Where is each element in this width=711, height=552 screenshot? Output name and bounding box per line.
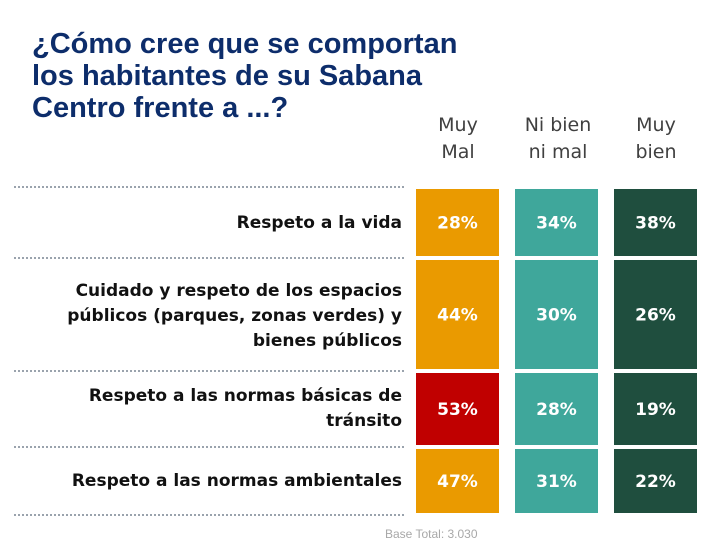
column-header-muy-bien-line-1: Muy [636, 114, 676, 136]
row-label-line: Respeto a las normas básicas de [88, 386, 402, 406]
value-ni-bien-ni-mal-row-3: 28% [536, 400, 577, 420]
title-line-2: los habitantes de su Sabana [32, 60, 422, 92]
value-ni-bien-ni-mal-row-4: 31% [536, 472, 577, 492]
value-muy-mal-row-4: 47% [437, 472, 478, 492]
value-muy-bien-row-4: 22% [635, 472, 676, 492]
column-header-ni-bien-line-1: Ni bien [524, 114, 592, 136]
row-label-normas-transito: Respeto a las normas básicas de tránsito [12, 372, 402, 446]
column-header-ni-bien-ni-mal: Ni bien ni mal [508, 112, 608, 166]
cell-ni-bien-ni-mal-row-2 [515, 260, 598, 369]
value-muy-bien-row-1: 38% [635, 214, 676, 234]
column-header-muy-mal: Muy Mal [408, 112, 508, 166]
divider-bottom [14, 514, 404, 516]
row-label-line: bienes públicos [252, 330, 402, 351]
cell-muy-bien-row-4 [614, 449, 697, 513]
cell-ni-bien-ni-mal-row-1 [515, 189, 598, 256]
column-header-muy-mal-line-2: Mal [441, 141, 475, 163]
column-header-muy-bien: Muy bien [606, 112, 706, 166]
column-header-ni-bien-line-2: ni mal [528, 141, 588, 163]
cell-muy-mal-row-2 [416, 260, 499, 369]
value-muy-bien-row-3: 19% [635, 400, 676, 420]
cell-ni-bien-ni-mal-row-4 [515, 449, 598, 513]
row-label-line: tránsito [326, 411, 402, 431]
page-title: ¿Cómo cree que se comportan los habitant… [32, 28, 592, 124]
value-ni-bien-ni-mal-row-1: 34% [536, 214, 577, 234]
cell-muy-mal-row-4 [416, 449, 499, 513]
cell-ni-bien-ni-mal-row-3 [515, 373, 598, 445]
value-muy-mal-row-1: 28% [437, 214, 478, 234]
row-label-espacios-publicos: Cuidado y respeto de los espacios públic… [12, 260, 402, 372]
base-total-note: Base Total: 3.030 [385, 527, 478, 541]
value-muy-bien-row-2: 26% [635, 306, 676, 326]
cell-muy-bien-row-3 [614, 373, 697, 445]
divider-3 [14, 446, 404, 448]
column-header-muy-bien-line-2: bien [635, 141, 677, 163]
divider-1 [14, 257, 404, 259]
divider-2 [14, 370, 404, 372]
value-ni-bien-ni-mal-row-2: 30% [536, 306, 577, 326]
row-label-line: públicos (parques, zonas verdes) y [67, 305, 402, 326]
title-line-3: Centro frente a ...? [32, 92, 289, 124]
cell-muy-bien-row-1 [614, 189, 697, 256]
row-label-normas-ambientales: Respeto a las normas ambientales [12, 448, 402, 514]
cell-muy-mal-row-3 [416, 373, 499, 445]
value-muy-mal-row-2: 44% [437, 306, 478, 326]
row-label-line: Cuidado y respeto de los espacios [75, 280, 402, 301]
divider-top [14, 186, 404, 188]
row-label-line: Respeto a las normas ambientales [71, 470, 402, 491]
value-muy-mal-row-3: 53% [437, 400, 478, 420]
title-line-1: ¿Cómo cree que se comportan [32, 28, 458, 60]
row-label-line: Respeto a la vida [236, 212, 402, 233]
column-header-muy-mal-line-1: Muy [438, 114, 478, 136]
cell-muy-bien-row-2 [614, 260, 697, 369]
row-label-respeto-vida: Respeto a la vida [12, 188, 402, 258]
cell-muy-mal-row-1 [416, 189, 499, 256]
